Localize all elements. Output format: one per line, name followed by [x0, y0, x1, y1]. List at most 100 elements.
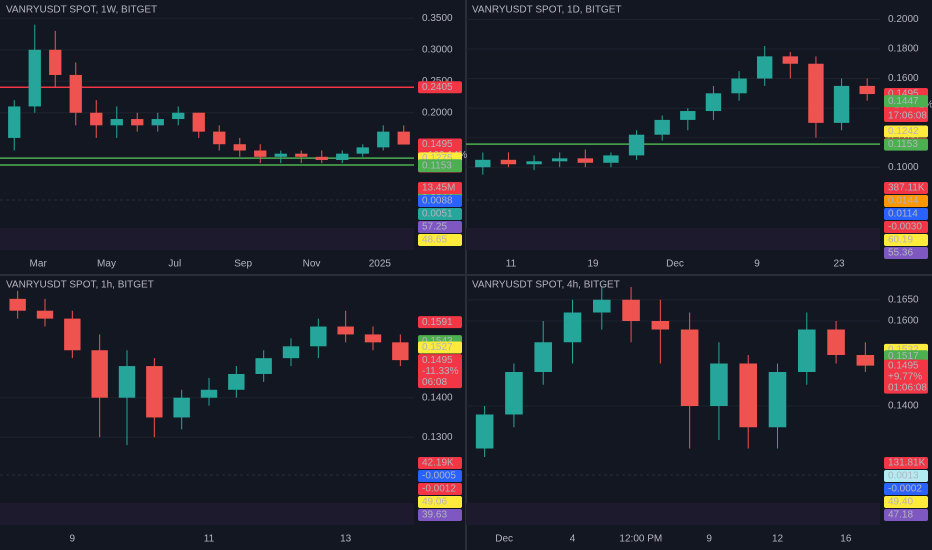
indicator-tag: [418, 470, 462, 482]
indicator-tag: [884, 483, 928, 495]
price-tag: [418, 316, 462, 329]
x-tick-label: May: [97, 259, 116, 270]
candle-body: [526, 161, 542, 165]
x-tick-label: 16: [840, 534, 852, 545]
candle-body: [577, 158, 593, 163]
y-tick-label: 0.2000: [888, 14, 919, 25]
candle-body: [603, 155, 619, 163]
rsi-pane: [0, 503, 414, 525]
candle-body: [295, 153, 308, 157]
candle-body: [233, 144, 246, 151]
candle-body: [110, 119, 123, 126]
indicator-tag: [884, 208, 928, 220]
candle-body: [146, 366, 163, 418]
indicator-tag: [418, 208, 462, 220]
price-tag: [884, 138, 928, 151]
x-tick-label: 12:00 PM: [619, 534, 662, 545]
price-tag-label: 0.1153: [422, 161, 452, 172]
y-tick-label: 0.3000: [422, 44, 453, 55]
indicator-tag: [418, 221, 462, 233]
indicator-tag: [884, 496, 928, 508]
candle-body: [808, 63, 824, 123]
indicator-tag-label: 13.45M: [422, 183, 455, 194]
y-tick-label: 0.1000: [888, 162, 919, 173]
x-tick-label: Nov: [303, 259, 321, 270]
indicator-tag: [884, 195, 928, 207]
x-tick-label: 12: [772, 534, 784, 545]
candle-body: [654, 119, 670, 135]
candle-body: [91, 350, 108, 398]
x-tick-label: 23: [833, 259, 845, 270]
indicator-tag: [884, 457, 928, 469]
candle-body: [118, 366, 136, 398]
x-tick-label: 9: [706, 534, 712, 545]
candle-body: [228, 373, 245, 390]
indicator-tag-label: 47.18: [888, 510, 913, 521]
price-tag-label: 0.1242: [888, 126, 919, 137]
indicator-tag: [418, 457, 462, 469]
x-tick-label: 2025: [369, 259, 392, 270]
price-tag-label: 0.1495: [422, 355, 453, 366]
indicator-tag: [884, 470, 928, 482]
indicator-tag-label: 0.0114: [888, 209, 918, 220]
candle-body: [680, 111, 696, 120]
indicator-tag: [418, 195, 462, 207]
x-tick-label: Mar: [30, 259, 48, 270]
candle-body: [282, 346, 300, 359]
candle-body: [768, 372, 787, 428]
candle-body: [377, 131, 390, 148]
y-tick-label: 0.1400: [888, 401, 919, 412]
candle-body: [254, 150, 267, 157]
indicator-tag-label: 55.36: [888, 248, 913, 259]
price-tag: [884, 350, 928, 363]
candle-body: [782, 56, 798, 64]
x-tick-label: Jul: [168, 259, 181, 270]
price-tag-extra: +9.77%: [888, 371, 922, 382]
candle-body: [336, 153, 349, 160]
indicator-tag-label: 48.65: [422, 235, 447, 246]
indicator-tag-label: -0.0030: [888, 222, 922, 233]
indicator-tag-label: 0.0013: [888, 471, 919, 482]
candle-body: [8, 106, 21, 138]
candle-body: [49, 49, 62, 75]
x-tick-label: 4: [570, 534, 576, 545]
indicator-tag: [884, 221, 928, 233]
y-tick-label: 0.1400: [422, 392, 453, 403]
candle-body: [475, 159, 491, 168]
candle-body: [69, 74, 82, 113]
indicator-tag-label: 49.40: [888, 497, 913, 508]
indicator-tag: [884, 234, 928, 246]
candle-body: [856, 355, 875, 366]
candle-body: [172, 112, 185, 120]
indicator-tag: [884, 182, 928, 194]
price-tag: [884, 359, 928, 394]
price-tag-label: 0.2405: [422, 82, 453, 93]
indicator-tag-label: 49.06: [422, 497, 447, 508]
x-tick-label: 19: [587, 259, 599, 270]
candle-body: [9, 298, 26, 311]
chart-title: VANRYUSDT SPOT, 4h, BITGET: [472, 280, 620, 291]
indicator-tag-label: 0.0051: [422, 209, 453, 220]
candle-body: [213, 131, 226, 145]
indicator-tag-label: 60.19: [888, 235, 913, 246]
chart-title: VANRYUSDT SPOT, 1D, BITGET: [472, 5, 621, 16]
candle-body: [36, 310, 54, 319]
price-tag-label: 0.1517: [888, 351, 919, 362]
price-tag-label: 0.1527: [422, 342, 453, 353]
y-tick-label: 0.1200: [888, 132, 919, 143]
price-tag-extra: 06:08: [422, 377, 447, 388]
candle-body: [255, 358, 272, 374]
x-tick-label: Dec: [666, 259, 684, 270]
candle-body: [131, 119, 144, 126]
candle-body: [392, 342, 409, 361]
candle-body: [151, 119, 164, 126]
x-tick-label: Sep: [234, 259, 252, 270]
price-tag: [418, 81, 462, 94]
indicator-tag: [418, 496, 462, 508]
candle-body: [563, 312, 582, 343]
x-tick-label: 13: [340, 534, 352, 545]
rsi-pane: [466, 503, 880, 525]
indicator-tag: [418, 483, 462, 495]
candle-body: [622, 299, 640, 321]
indicator-tag: [884, 247, 928, 259]
